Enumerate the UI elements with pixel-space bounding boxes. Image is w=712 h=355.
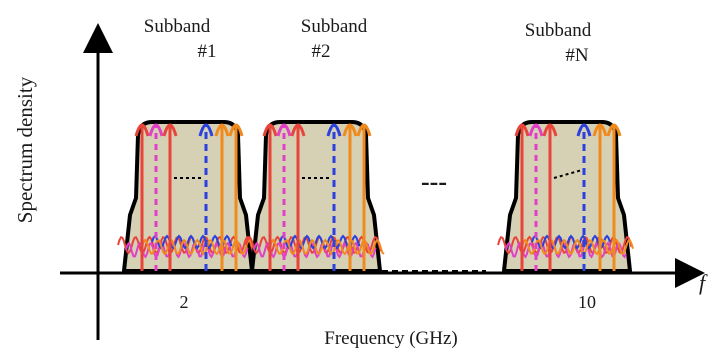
x-axis-label: Frequency (GHz) [324, 328, 457, 349]
subband-1-spectrum [117, 120, 257, 273]
subcarrier-peak-cap [576, 123, 592, 137]
sidelobe-magenta [253, 241, 377, 259]
subcarrier-peak-cap [262, 123, 278, 137]
subcarrier-peak-cap [542, 123, 558, 137]
subcarrier-peak-cap [228, 123, 244, 137]
subcarrier-peak-cap [214, 123, 230, 137]
subcarrier-peak-cap [276, 123, 292, 137]
subband-2-spectrum [245, 120, 385, 273]
subcarrier-peak-cap [162, 123, 178, 137]
subcarrier-peak-cap [606, 123, 622, 137]
subcarrier-peak-cap [592, 123, 608, 137]
subcarrier-peak-cap [342, 123, 358, 137]
subband-2-title: Subband [301, 16, 368, 37]
sidelobe-blue [279, 234, 361, 250]
subcarrier-peak-cap [514, 123, 530, 137]
subband-1-title: Subband [144, 16, 211, 37]
subband-ellipsis: --- [421, 167, 447, 196]
subcarrier-peak-cap [134, 123, 150, 137]
tick-label-2: 2 [180, 292, 189, 312]
subcarrier-peak-cap [528, 123, 544, 137]
subcarrier-peak-cap [148, 123, 164, 137]
subcarrier-peak-cap [326, 123, 342, 137]
subband-n-title: Subband [525, 20, 592, 41]
more-subcarriers-dots [553, 169, 583, 179]
subband-n-index: #N [565, 45, 589, 66]
sidelobe-blue [531, 234, 611, 250]
subband-n-spectrum [497, 120, 634, 273]
sidelobe-magenta [125, 241, 249, 259]
y-axis-label: Spectrum density [13, 76, 37, 223]
subband-2-index: #2 [312, 41, 331, 62]
x-axis-symbol: f [699, 270, 708, 295]
tick-label-10: 10 [578, 292, 596, 312]
subcarrier-peak-cap [198, 123, 214, 137]
sidelobe-blue [151, 234, 233, 250]
subcarrier-peak-cap [290, 123, 306, 137]
subcarrier-peak-cap [356, 123, 372, 137]
subband-1-index: #1 [198, 41, 217, 62]
